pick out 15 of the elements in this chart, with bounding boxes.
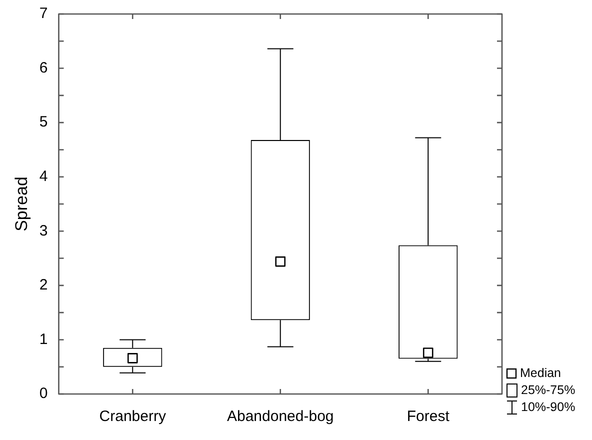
x-tick-label: Cranberry — [99, 408, 166, 426]
x-tick-label: Abandoned-bog — [226, 408, 334, 426]
y-tick-label: 3 — [39, 222, 48, 240]
y-tick-label: 0 — [39, 385, 48, 402]
y-tick-label: 7 — [39, 5, 48, 22]
text: 10%-90% — [521, 400, 576, 414]
text: Median — [520, 366, 561, 380]
y-tick-label: 1 — [39, 330, 48, 348]
y-tick-label: 2 — [39, 276, 48, 294]
y-tick-label: 6 — [39, 59, 48, 76]
y-axis-title: Spread — [12, 176, 31, 232]
y-tick-label: 5 — [39, 114, 48, 131]
x-tick-label: Forest — [406, 408, 450, 426]
y-tick-label: 4 — [39, 168, 48, 185]
text: 25%-75% — [521, 383, 576, 397]
